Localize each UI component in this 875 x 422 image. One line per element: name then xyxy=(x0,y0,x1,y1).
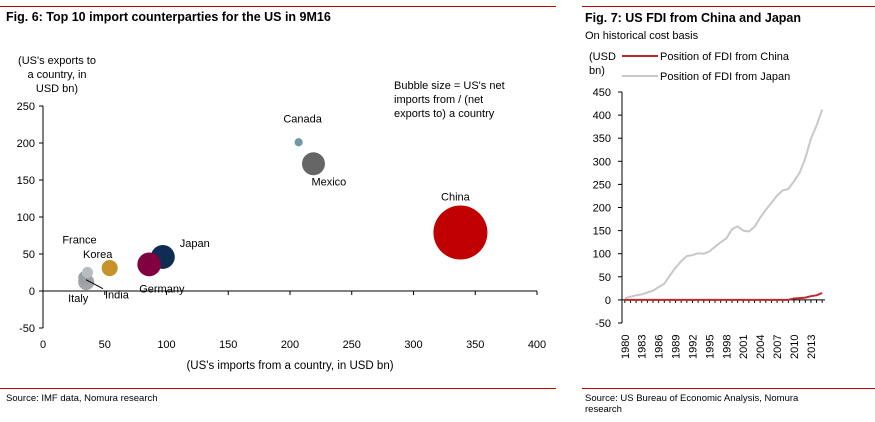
bubble-label-india: India xyxy=(105,290,130,302)
india-leader-line xyxy=(85,279,104,290)
fig6-bubble-note-line: exports to) a country xyxy=(394,108,495,120)
fig6-y-tick-label: 250 xyxy=(17,101,35,113)
fig7-axes: -50 0 50 100 150 200 250 300 350 400 450 1980 1983 19… xyxy=(593,87,825,359)
fig7-y-tick-label: 350 xyxy=(593,133,611,145)
fig7-x-tick-label: 1995 xyxy=(704,335,716,359)
fig7-y-unit: (USD bn) xyxy=(589,51,616,77)
bubble-korea xyxy=(101,260,118,277)
fig6-panel: Fig. 6: Top 10 import counterparties for… xyxy=(0,6,556,404)
bubble-china xyxy=(433,205,488,260)
fig7-y-tick-label: 50 xyxy=(599,272,611,284)
fig7-series-lines xyxy=(624,109,824,301)
fig7-y-tick-label: 100 xyxy=(593,249,611,261)
fig7-legend: Position of FDI from China Position of FD… xyxy=(622,51,790,83)
bubble-canada xyxy=(294,138,303,147)
bubble-label-france: France xyxy=(62,235,96,247)
fig7-x-tick-label: 2007 xyxy=(772,335,784,359)
fig6-y-tick-label: 50 xyxy=(23,249,35,261)
bubble-germany xyxy=(137,252,162,277)
fig6-x-tick-label: 0 xyxy=(40,339,46,351)
fig6-x-tick-label: 100 xyxy=(157,339,175,351)
fig7-x-tick-label: 1986 xyxy=(654,335,666,359)
fig7-x-tick-label: 1983 xyxy=(637,335,649,359)
bubble-label-germany: Germany xyxy=(139,283,185,295)
fig6-source: Source: IMF data, Nomura research xyxy=(6,393,158,404)
fig7-legend-label-0: Position of FDI from China xyxy=(660,51,790,63)
fig6-y-tick-label: 100 xyxy=(17,212,35,224)
fig7-x-tick-label: 2001 xyxy=(738,335,750,359)
fig7-x-tick-label: 1992 xyxy=(687,335,699,359)
fig7-title: Fig. 7: US FDI from China and Japan xyxy=(585,11,801,25)
bubble-label-china: China xyxy=(441,192,471,204)
fig6-x-tick-label: 250 xyxy=(343,339,361,351)
fig6-y-tick-label: -50 xyxy=(19,323,35,335)
fig6-bubble-size-note: Bubble size = US's net imports from / (ne… xyxy=(394,80,505,120)
fig7-x-tick-label: 1998 xyxy=(721,335,733,359)
fig6-x-axis-title: (US's imports from a country, in USD bn) xyxy=(186,360,393,372)
fig7-bottom-rule xyxy=(582,388,875,389)
fig6-x-tick-label: 400 xyxy=(528,339,546,351)
fig6-x-tick-label: 150 xyxy=(219,339,237,351)
fig7-y-tick-label: 300 xyxy=(593,156,611,168)
fig7-y-tick-label: 0 xyxy=(605,295,611,307)
fig6-bubble-chart: (US's exports to a country, in USD bn) Bub… xyxy=(17,55,547,372)
fig7-source-line-2: research xyxy=(585,404,622,415)
fig7-y-tick-label: 400 xyxy=(593,110,611,122)
fig7-y-tick-label: 150 xyxy=(593,226,611,238)
fig6-bubbles xyxy=(78,138,488,291)
fig7-y-unit-line: bn) xyxy=(589,65,605,77)
fig7-x-tick-label: 2004 xyxy=(755,335,767,359)
fig7-source-line-1: Source: US Bureau of Economic Analysis, … xyxy=(585,393,799,404)
fig7-subtitle: On historical cost basis xyxy=(585,30,699,42)
fig6-y-tick-label: 200 xyxy=(17,138,35,150)
bubble-mexico xyxy=(301,152,325,176)
fig6-x-tick-label: 350 xyxy=(466,339,484,351)
fig7-source: Source: US Bureau of Economic Analysis, … xyxy=(585,393,798,415)
fig6-x-tick-label: 200 xyxy=(281,339,299,351)
fig6-bottom-rule xyxy=(0,388,556,389)
fig7-series-line-0 xyxy=(624,292,823,301)
fig6-y-axis-title-line: USD bn) xyxy=(36,83,78,95)
fig7-x-tick-label: 1989 xyxy=(671,335,683,359)
fig7-panel: Fig. 7: US FDI from China and Japan On h… xyxy=(582,0,875,422)
fig6-title: Fig. 6: Top 10 import counterparties for… xyxy=(6,10,331,24)
bubble-label-korea: Korea xyxy=(83,249,113,261)
bubble-france xyxy=(81,266,94,279)
fig6-bubble-note-line: Bubble size = US's net xyxy=(394,80,505,92)
fig6-top-rule xyxy=(0,6,556,7)
fig6-x-tick-label: 300 xyxy=(404,339,422,351)
fig7-x-tick-label: 2013 xyxy=(806,335,818,359)
fig7-y-tick-label: -50 xyxy=(595,318,611,330)
fig6-bubble-labels: China Mexico Canada Japan Germany Korea France… xyxy=(62,113,470,305)
fig7-series-line-1 xyxy=(624,109,824,300)
fig6-y-axis-title-line: (US's exports to xyxy=(18,55,96,67)
fig7-top-rule xyxy=(582,6,875,7)
fig6-bubble-note-line: imports from / (net xyxy=(394,94,483,106)
fig6-y-tick-label: 150 xyxy=(17,175,35,187)
fig7-y-tick-label: 250 xyxy=(593,179,611,191)
fig6-x-tick-label: 50 xyxy=(99,339,111,351)
bubble-label-mexico: Mexico xyxy=(311,177,346,189)
fig6-y-tick-label: 0 xyxy=(29,286,35,298)
bubble-label-italy: Italy xyxy=(68,293,89,305)
fig7-y-tick-label: 450 xyxy=(593,87,611,99)
fig6-y-axis-title-line: a country, in xyxy=(27,69,86,81)
fig7-x-tick-label: 2010 xyxy=(789,335,801,359)
fig6-axes: -50 0 50 100 150 200 250 0 50 100 150 200 250 300 350 4… xyxy=(17,101,547,351)
bubble-label-japan: Japan xyxy=(180,238,210,250)
fig7-y-tick-label: 200 xyxy=(593,203,611,215)
fig6-y-axis-title: (US's exports to a country, in USD bn) xyxy=(18,55,96,95)
bubble-label-canada: Canada xyxy=(283,113,322,125)
fig7-y-unit-line: (USD xyxy=(589,51,616,63)
fig7-x-tick-label: 1980 xyxy=(620,335,632,359)
fig7-legend-label-1: Position of FDI from Japan xyxy=(660,71,790,83)
